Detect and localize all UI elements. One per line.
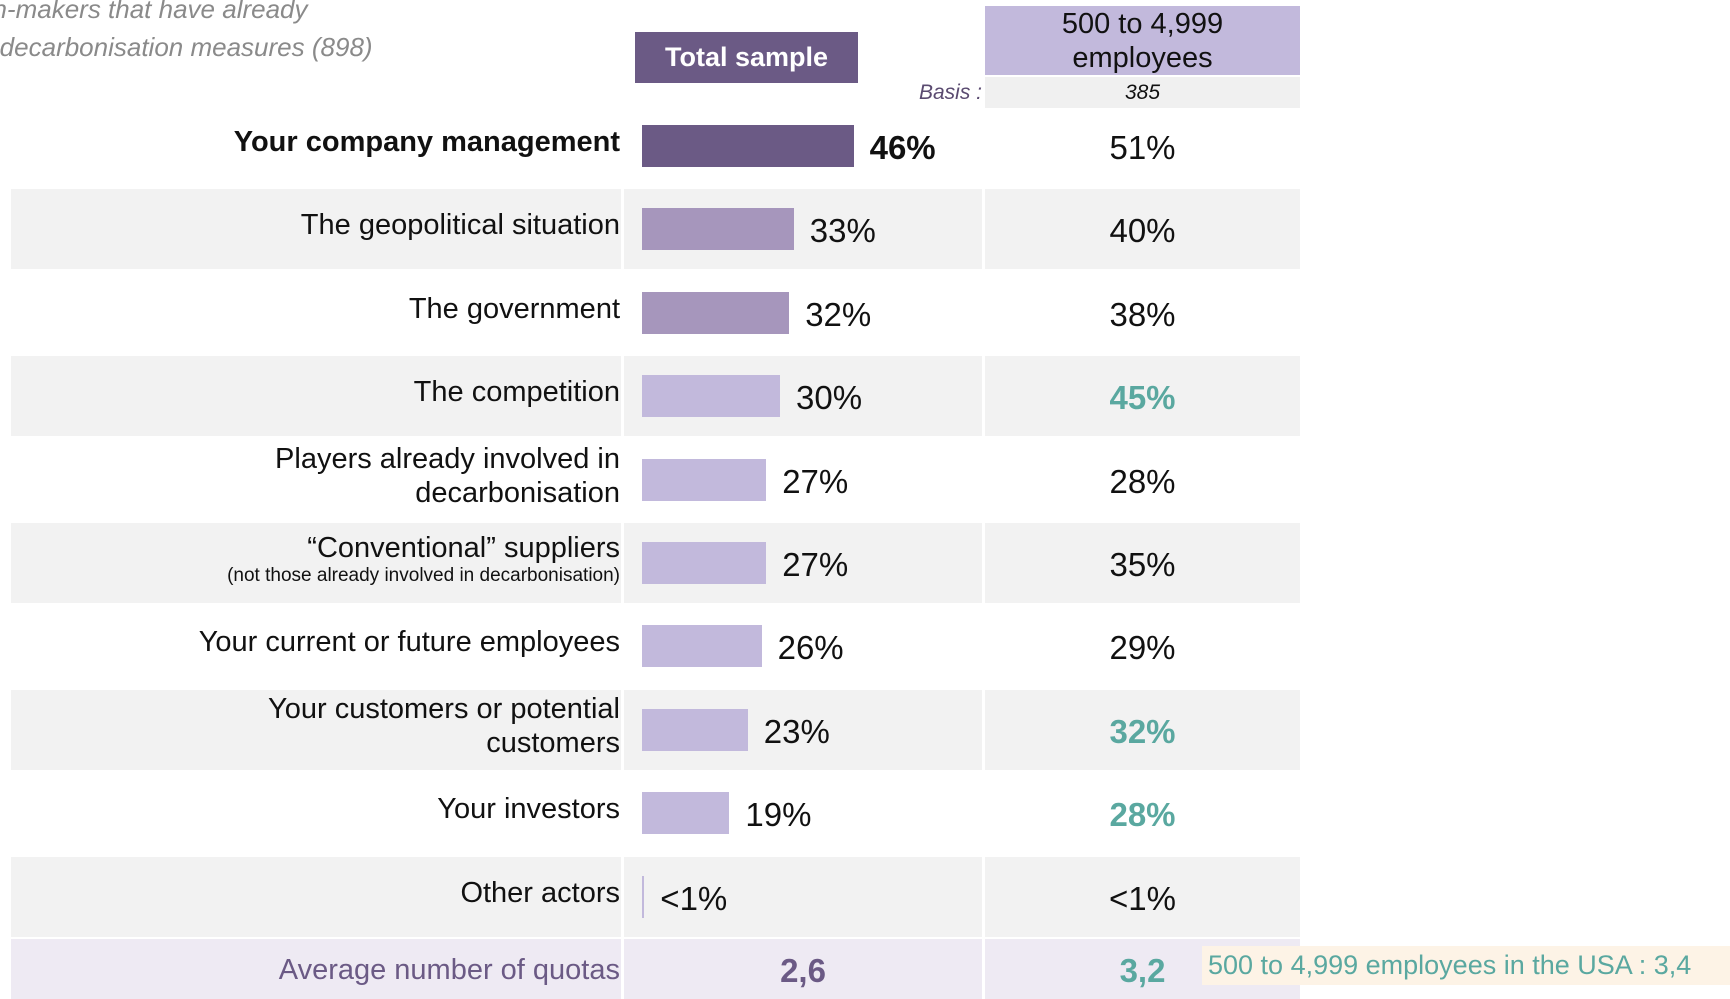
value-label: 32% xyxy=(805,295,872,333)
value-label: <1% xyxy=(1109,879,1176,917)
separator xyxy=(982,939,985,999)
row-band xyxy=(624,856,982,937)
average-band xyxy=(11,939,1300,999)
category-label: “Conventional” suppliers (not those alrea… xyxy=(180,531,620,587)
value-label: 40% xyxy=(1109,212,1176,250)
series-header: 500 to 4,999 employees xyxy=(985,6,1300,75)
value-label: <1% xyxy=(660,879,728,917)
row-band xyxy=(11,689,621,770)
bar xyxy=(642,125,854,167)
row-band xyxy=(11,523,621,603)
bar xyxy=(642,875,645,918)
value-label: 28% xyxy=(1109,462,1176,500)
category-text: “Conventional” suppliers xyxy=(307,532,620,564)
row-band xyxy=(985,689,1300,770)
category-label: Your current or future employees xyxy=(180,625,620,659)
subtitle: on-makers that have already xyxy=(0,0,308,24)
average-value: 3,2 xyxy=(1119,952,1166,989)
basis-value: 385 xyxy=(985,77,1300,108)
category-text: The geopolitical situation xyxy=(300,209,620,242)
value-label: 46% xyxy=(869,129,936,166)
value-label: 32% xyxy=(1109,712,1176,750)
category-label: Other actors xyxy=(180,876,620,910)
separator xyxy=(621,939,624,999)
value-label: 38% xyxy=(1109,295,1176,333)
average-label: Average number of quotas xyxy=(278,954,620,986)
row-band xyxy=(985,356,1300,437)
value-label: 27% xyxy=(782,546,849,583)
category-text: Your current or future employees xyxy=(198,626,620,659)
bar xyxy=(642,208,794,251)
row-band xyxy=(985,189,1300,270)
bar xyxy=(642,375,780,418)
category-text: Your company management xyxy=(233,126,620,158)
value-label: 33% xyxy=(809,212,876,250)
value-label: 51% xyxy=(1109,129,1176,166)
category-label: The geopolitical situation xyxy=(180,208,620,242)
category-text: Players already involved in decarbonisat… xyxy=(275,442,620,509)
value-label: 29% xyxy=(1109,629,1176,667)
category-label: The competition xyxy=(180,375,620,409)
bar xyxy=(642,792,730,835)
row-band xyxy=(985,523,1300,603)
bar xyxy=(642,708,748,751)
category-text: Your investors xyxy=(437,793,620,826)
category-text: Other actors xyxy=(460,876,620,909)
value-label: 27% xyxy=(782,462,849,500)
value-label: 19% xyxy=(745,796,812,834)
value-label: 45% xyxy=(1109,379,1176,417)
category-text: The competition xyxy=(413,376,620,409)
category-label: Players already involved in decarbonisat… xyxy=(180,442,620,510)
row-band xyxy=(11,856,621,937)
basis-label: Basis : xyxy=(918,80,982,104)
category-text: Your customers or potential customers xyxy=(268,692,620,759)
value-label: 35% xyxy=(1109,546,1176,583)
category-label: Your company management xyxy=(180,125,620,159)
category-label: Your customers or potential customers xyxy=(180,692,620,760)
value-label: 30% xyxy=(796,379,863,417)
category-label: The government xyxy=(180,292,620,326)
average-value: 2,6 xyxy=(780,952,826,989)
bar xyxy=(642,291,790,334)
category-label: Your investors xyxy=(180,792,620,826)
row-band xyxy=(11,356,621,437)
category-note: (not those already involved in decarboni… xyxy=(227,565,620,586)
bar xyxy=(642,542,767,584)
row-band xyxy=(11,189,621,270)
bar xyxy=(642,458,767,501)
note: 500 to 4,999 employees in the USA : 3,4 xyxy=(1202,946,1730,985)
category-text: The government xyxy=(408,292,620,325)
subtitle: d decarbonisation measures (898) xyxy=(0,32,373,62)
series-header: Total sample xyxy=(635,32,858,83)
bar xyxy=(642,625,762,668)
value-label: 28% xyxy=(1109,796,1176,834)
row-band xyxy=(985,856,1300,937)
value-label: 23% xyxy=(763,712,830,750)
value-label: 26% xyxy=(777,629,844,667)
